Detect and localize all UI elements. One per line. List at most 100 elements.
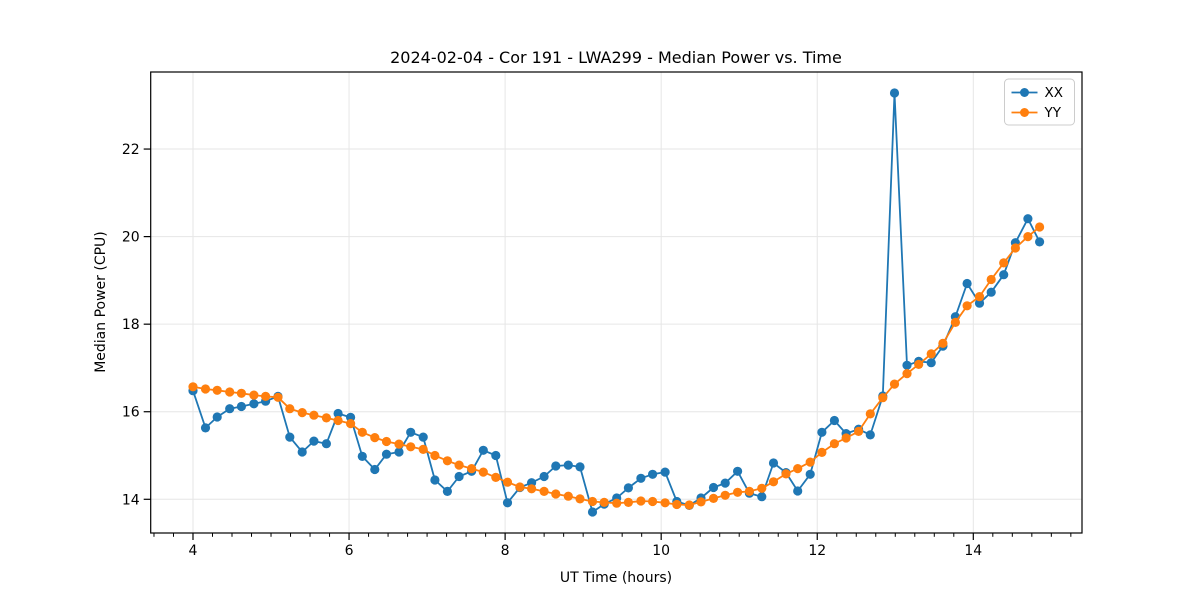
series-yy-marker [660,498,670,508]
series-yy-marker [1023,232,1033,242]
series-yy-marker [817,447,827,457]
series-yy-marker [733,487,743,497]
x-tick-label: 10 [652,543,670,559]
series-yy-marker [467,464,477,474]
series-yy-marker [188,382,198,392]
series-yy-marker [599,497,609,507]
series-yy-marker [696,497,706,507]
legend-yy-marker [1020,108,1029,117]
series-yy-marker [805,457,815,467]
series-yy-marker [454,460,464,470]
series-xx-marker [793,486,803,496]
series-yy-marker [491,472,501,482]
series-yy-marker [285,404,295,414]
series-xx-marker [708,482,719,493]
series-yy-marker [757,483,767,493]
series-yy-marker [793,464,803,474]
series-xx-marker [357,451,367,461]
x-tick-label: 8 [501,543,510,559]
series-xx-marker [333,408,343,419]
series-xx-marker [999,270,1009,280]
series-yy-marker [381,436,392,447]
y-tick-label: 18 [122,317,140,333]
series-xx-marker [962,278,972,289]
series-xx-marker [430,475,440,485]
series-xx-marker [442,486,452,496]
series-xx-marker [236,401,246,412]
series-yy-marker [418,444,428,454]
series-xx-marker [902,360,912,370]
series-yy-marker [1035,222,1045,232]
chart-title: 2024-02-04 - Cor 191 - LWA299 - Median P… [390,48,842,67]
series-xx-marker [418,432,428,442]
legend-box [1004,78,1075,126]
series-yy-marker [333,415,343,426]
y-axis-label: Median Power (CPU) [93,231,109,373]
legend: XX YY [1004,78,1075,126]
axis-ticks [143,148,1072,540]
series-yy-marker [406,442,416,452]
series-yy-marker [744,486,755,496]
series-yy-marker [648,496,658,507]
series-yy-marker [563,491,573,501]
series-xx-marker [974,298,985,308]
series-xx-marker [1035,237,1045,247]
series-yy-marker [623,497,634,507]
series-yy-marker [636,496,646,506]
series-xx-marker [225,404,235,414]
series-yy-marker [720,490,730,500]
series-yy-marker [442,456,452,466]
series-xx-marker [636,473,646,483]
series-xx-marker [563,460,573,470]
series-yy [188,222,1045,510]
series-yy-marker [212,385,222,395]
series-yy-marker [829,439,840,449]
series-xx-marker [829,415,840,426]
series-xx-marker [757,492,767,502]
series-yy-marker [478,467,488,477]
x-tick-label: 6 [345,543,354,559]
series-xx-marker [733,466,743,476]
series-yy-marker [236,388,246,398]
y-tick-label: 14 [122,492,140,508]
series-yy-marker [225,387,235,397]
series-xx-marker [889,88,900,98]
x-tick-label: 14 [964,543,982,559]
series-xx-marker [370,464,380,475]
series-yy-marker [938,338,948,348]
series-yy-marker [515,482,525,492]
series-yy-marker [878,393,888,403]
y-tick-label: 20 [122,230,140,246]
series-xx-marker [926,358,936,368]
series-yy-marker [999,258,1009,268]
series-yy-marker [551,489,561,499]
series-xx-marker [502,498,513,508]
series-yy-marker [346,419,356,429]
axes-spines [150,71,1083,534]
x-axis-label: UT Time (hours) [560,570,672,586]
legend-yy-label: YY [1044,105,1062,121]
series-xx-marker [394,447,404,457]
series-xx-marker [200,423,211,433]
series-yy-marker [865,409,875,419]
series-yy-marker [612,498,622,508]
legend-xx-label: XX [1045,85,1064,101]
series-yy-marker [357,427,367,437]
series-xx-marker [817,427,827,437]
series-yy-marker [261,391,271,401]
series-xx-marker [551,461,561,471]
series-yy-marker [962,301,972,311]
y-tick-label: 16 [122,405,140,421]
x-tick-label: 4 [189,543,198,559]
series-xx-marker [478,445,488,455]
series-yy-marker [430,450,440,461]
series-xx-marker [406,427,416,437]
series-yy-marker [672,499,682,510]
series-yy-marker [249,390,259,400]
series-xx-marker [575,462,585,472]
series-xx-marker [297,447,307,457]
series-yy-marker [539,486,549,496]
series-xx-marker [381,449,392,459]
series-xx-marker [321,439,331,449]
